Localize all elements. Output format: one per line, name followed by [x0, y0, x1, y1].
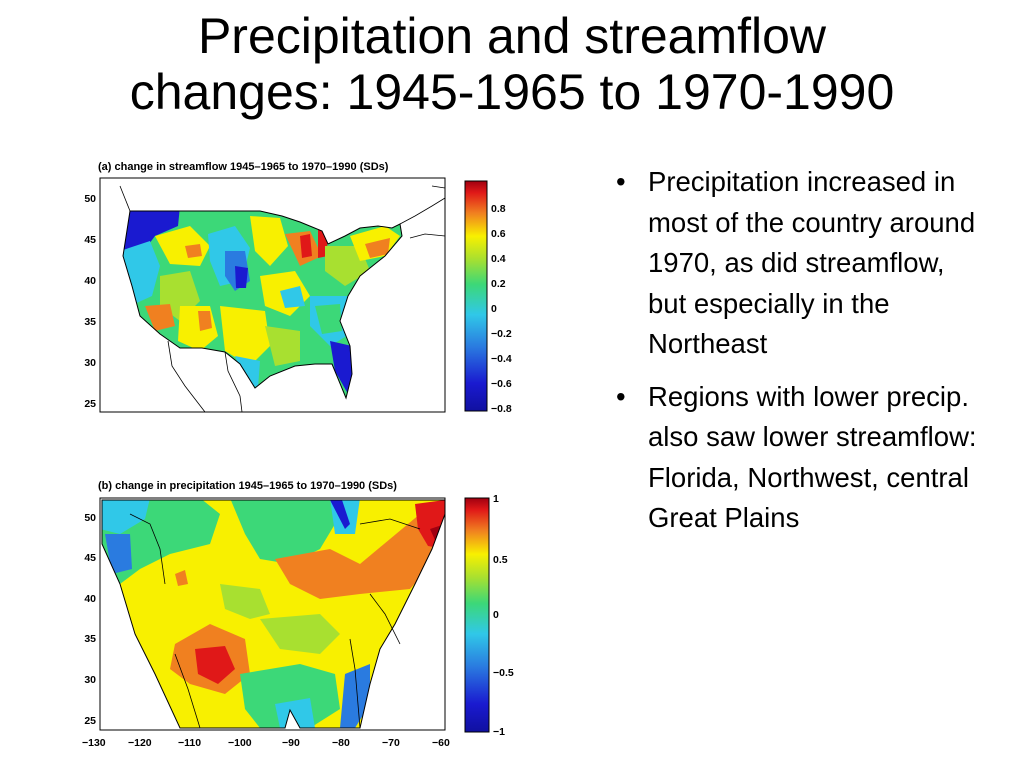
y-tick: 25	[84, 715, 96, 727]
coastline	[129, 513, 421, 729]
y-tick: 45	[84, 234, 96, 246]
bullet-item: Precipitation increased in most of the c…	[606, 162, 986, 365]
streamflow-map-title: (a) change in streamflow 1945–1965 to 19…	[98, 161, 389, 173]
us-outline	[122, 210, 403, 400]
colorbar-tick: −0.8	[491, 403, 512, 415]
bullet-list: Precipitation increased in most of the c…	[606, 162, 986, 551]
y-tick: 30	[84, 357, 96, 369]
x-tick: −110	[178, 737, 201, 749]
y-tick: 35	[84, 633, 96, 645]
colorbar-tick: 0	[493, 609, 499, 621]
mexico-coast	[167, 340, 243, 413]
streamflow-colorbar	[464, 180, 488, 412]
y-tick: 45	[84, 552, 96, 564]
streamflow-colorbar-ticks: 0.8 0.6 0.4 0.2 0 −0.2 −0.4 −0.6 −0.8	[491, 203, 512, 415]
precipitation-colorbar	[464, 497, 490, 733]
us-outline	[101, 499, 446, 729]
streamflow-y-ticks: 50 45 40 35 30 25	[84, 193, 96, 410]
precipitation-x-ticks: −130 −120 −110 −100 −90 −80 −70 −60	[82, 737, 450, 749]
colorbar-tick: 0.2	[491, 278, 506, 290]
colorbar-tick: 0.5	[493, 554, 508, 566]
y-tick: 50	[84, 193, 96, 205]
precipitation-map-title: (b) change in precipitation 1945–1965 to…	[98, 480, 397, 492]
canada-coast	[119, 185, 131, 212]
colorbar-tick: 0.8	[491, 203, 506, 215]
precipitation-contours	[102, 500, 445, 728]
x-tick: −90	[282, 737, 300, 749]
precipitation-change-map: (b) change in precipitation 1945–1965 to…	[60, 474, 540, 754]
colorbar-tick: 0.4	[491, 253, 506, 265]
colorbar-tick: −0.4	[491, 353, 512, 365]
streamflow-map-svg: (a) change in streamflow 1945–1965 to 19…	[84, 161, 512, 415]
colorbar-tick: −0.6	[491, 378, 512, 390]
bullet-item: Regions with lower precip. also saw lowe…	[606, 377, 986, 539]
streamflow-change-map: (a) change in streamflow 1945–1965 to 19…	[60, 156, 540, 418]
x-tick: −70	[382, 737, 400, 749]
precipitation-y-ticks: 50 45 40 35 30 25	[84, 512, 96, 727]
colorbar-tick: −0.2	[491, 328, 512, 340]
y-tick: 25	[84, 398, 96, 410]
title-line-2: changes: 1945-1965 to 1970-1990	[129, 64, 895, 120]
y-tick: 35	[84, 316, 96, 328]
title-line-1: Precipitation and streamflow	[197, 8, 827, 64]
colorbar-tick: −0.5	[493, 667, 514, 679]
precipitation-map-svg: (b) change in precipitation 1945–1965 to…	[82, 480, 514, 749]
northeast-coast	[399, 185, 446, 239]
colorbar-tick: 0	[491, 303, 497, 315]
y-tick: 30	[84, 674, 96, 686]
x-tick: −100	[228, 737, 252, 749]
colorbar-tick: −1	[493, 726, 505, 738]
y-tick: 50	[84, 512, 96, 524]
colorbar-tick: 0.6	[491, 228, 506, 240]
x-tick: −120	[128, 737, 152, 749]
colorbar-tick: 1	[493, 493, 499, 505]
slide-title: Precipitation and streamflow changes: 19…	[0, 8, 1024, 120]
x-tick: −80	[332, 737, 350, 749]
precipitation-colorbar-ticks: 1 0.5 0 −0.5 −1	[493, 493, 514, 738]
y-tick: 40	[84, 275, 96, 287]
x-tick: −130	[82, 737, 106, 749]
y-tick: 40	[84, 593, 96, 605]
x-tick: −60	[432, 737, 450, 749]
